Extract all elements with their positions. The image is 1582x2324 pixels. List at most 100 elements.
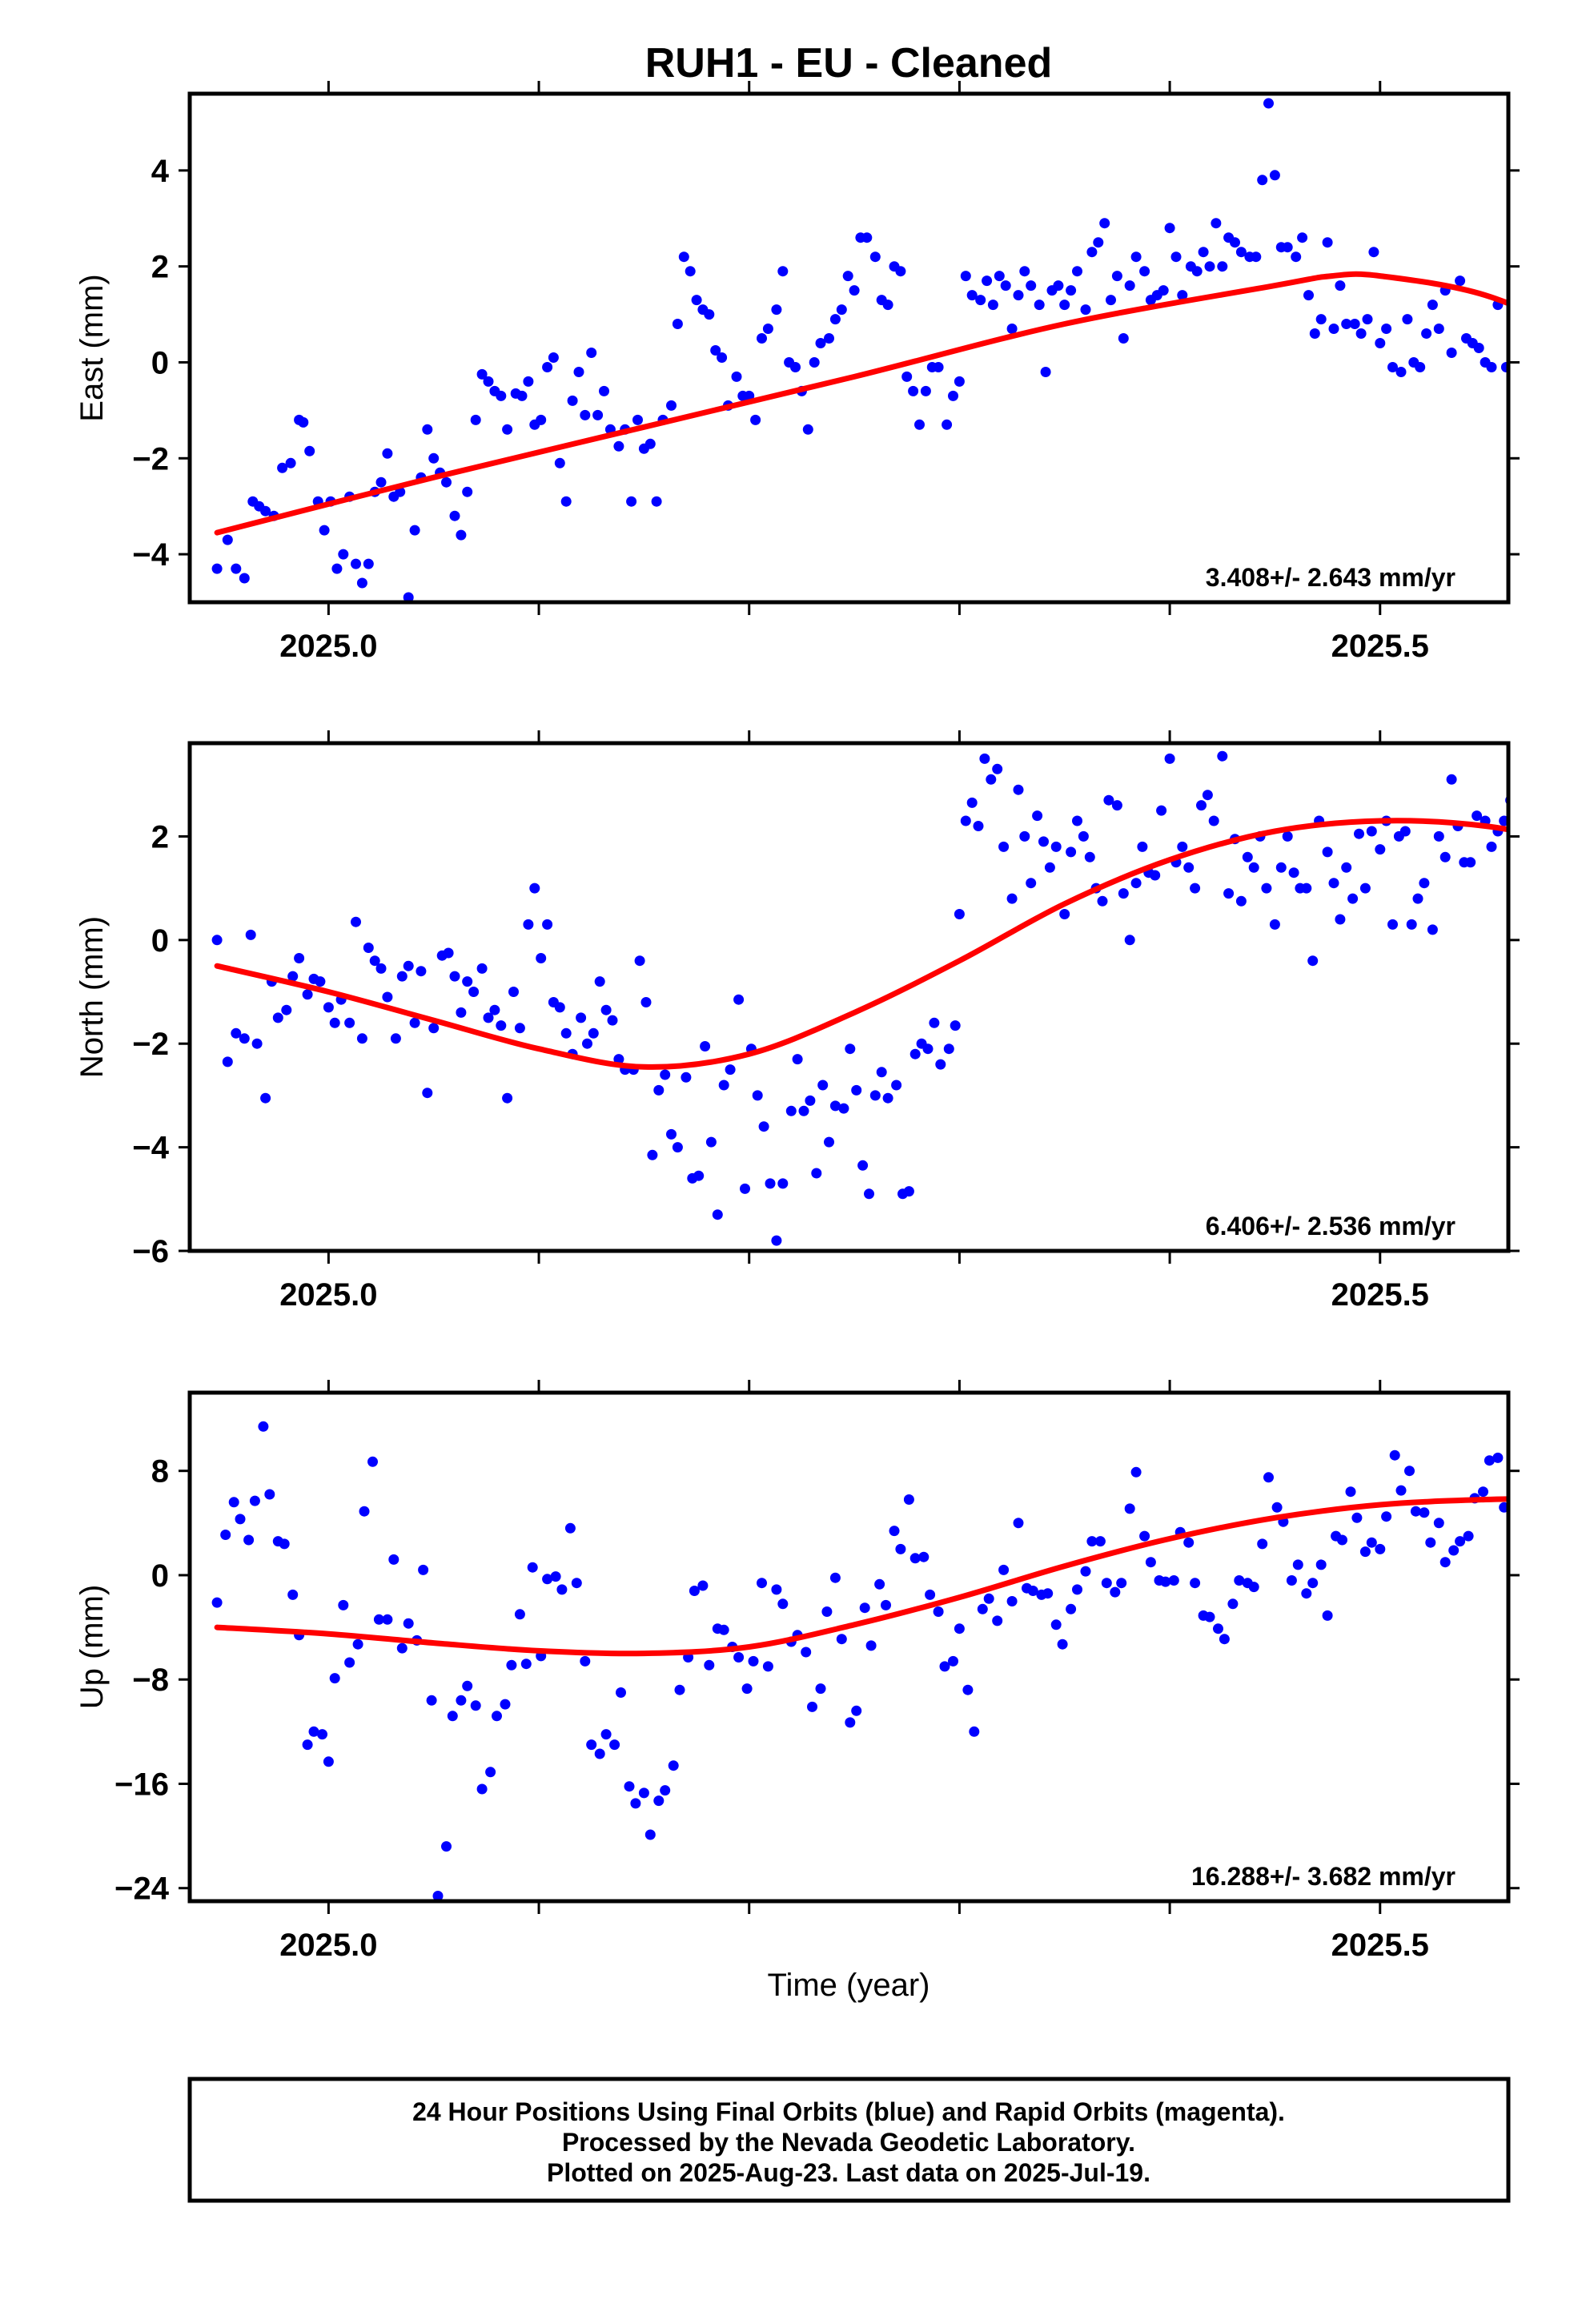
data-point xyxy=(942,419,953,430)
data-point xyxy=(630,1798,641,1809)
data-point xyxy=(1006,324,1018,334)
data-point xyxy=(1351,1512,1363,1523)
data-point xyxy=(1057,1638,1068,1650)
data-point xyxy=(752,1090,763,1101)
data-point xyxy=(1211,218,1222,229)
data-point xyxy=(260,1092,271,1104)
data-point xyxy=(982,275,993,287)
data-point xyxy=(1387,919,1398,930)
data-point xyxy=(308,1726,319,1737)
data-point xyxy=(640,997,652,1007)
data-point xyxy=(1375,1543,1386,1554)
data-point xyxy=(1341,862,1352,873)
data-point xyxy=(1446,774,1457,785)
data-point xyxy=(758,1121,769,1132)
y-tick-label: −8 xyxy=(132,1663,169,1698)
data-point xyxy=(1042,1588,1054,1599)
data-point xyxy=(1309,328,1320,339)
data-point xyxy=(987,300,998,311)
data-point xyxy=(785,1105,797,1116)
data-point xyxy=(829,1572,841,1583)
data-point xyxy=(1217,750,1228,762)
data-point xyxy=(969,1726,980,1737)
data-point xyxy=(359,1506,370,1517)
data-point xyxy=(790,362,801,372)
data-point xyxy=(1322,237,1333,248)
data-point xyxy=(798,1105,809,1116)
data-point xyxy=(449,971,460,982)
data-point xyxy=(554,457,565,468)
data-point xyxy=(725,1064,736,1076)
data-point xyxy=(375,476,387,488)
data-point xyxy=(668,1760,679,1771)
data-point xyxy=(403,960,414,971)
data-point xyxy=(802,424,813,435)
east-rate-label: 3.408+/- 2.643 mm/yr xyxy=(1206,563,1456,592)
data-point xyxy=(1558,764,1568,774)
data-point xyxy=(580,409,591,420)
data-point xyxy=(1297,232,1308,243)
data-point xyxy=(1433,830,1444,842)
up-y-axis-label: Up (mm) xyxy=(74,1585,110,1710)
data-point xyxy=(651,496,662,507)
data-point xyxy=(344,1017,355,1028)
data-point xyxy=(939,1661,950,1672)
data-point xyxy=(363,943,374,953)
data-point xyxy=(836,1634,847,1645)
data-point xyxy=(771,304,782,316)
x-tick-label: 2025.5 xyxy=(1331,1277,1429,1313)
data-point xyxy=(382,1614,393,1625)
north-fit-line xyxy=(214,818,1508,1070)
data-point xyxy=(1204,1611,1215,1622)
data-point xyxy=(302,1739,313,1751)
data-point xyxy=(1118,888,1129,899)
data-point xyxy=(757,1578,767,1589)
up-fit-line xyxy=(214,1496,1508,1657)
data-point xyxy=(329,1017,340,1028)
data-point xyxy=(294,953,305,963)
data-point xyxy=(609,1739,620,1751)
data-point xyxy=(1395,367,1407,377)
data-point xyxy=(1050,1619,1062,1630)
data-point xyxy=(704,309,715,320)
data-point xyxy=(762,1661,773,1672)
data-point xyxy=(542,362,553,372)
data-point xyxy=(903,1494,914,1505)
data-point xyxy=(323,1002,334,1013)
data-point xyxy=(251,1038,263,1049)
data-point xyxy=(409,525,420,536)
data-point xyxy=(249,1495,260,1506)
data-point xyxy=(409,1017,420,1028)
data-point xyxy=(1145,1557,1156,1568)
data-point xyxy=(1412,893,1423,904)
data-point xyxy=(634,955,645,967)
data-point xyxy=(485,1767,496,1778)
data-point xyxy=(998,1564,1010,1575)
data-point xyxy=(950,1020,961,1031)
data-point xyxy=(740,1183,750,1194)
data-point xyxy=(1455,1536,1466,1547)
data-point xyxy=(1006,1596,1018,1606)
data-point xyxy=(319,525,330,536)
data-point xyxy=(674,1684,685,1695)
data-point xyxy=(933,362,944,372)
data-point xyxy=(869,1090,881,1101)
data-point xyxy=(918,1551,930,1562)
data-point xyxy=(1086,247,1098,258)
data-point xyxy=(908,385,919,396)
data-point xyxy=(1345,1486,1356,1498)
data-point xyxy=(1463,1530,1474,1542)
data-point xyxy=(925,1589,936,1600)
data-point xyxy=(550,1571,561,1582)
data-point xyxy=(1066,846,1077,858)
data-point xyxy=(1111,800,1122,811)
data-point xyxy=(403,1618,414,1629)
x-tick-label: 2025.0 xyxy=(279,1928,377,1963)
data-point xyxy=(231,1027,242,1039)
data-point xyxy=(1291,251,1302,263)
data-point xyxy=(1315,314,1327,325)
data-point xyxy=(1053,280,1064,292)
data-point xyxy=(647,1149,658,1160)
data-point xyxy=(1301,883,1312,894)
data-point xyxy=(500,1699,511,1710)
